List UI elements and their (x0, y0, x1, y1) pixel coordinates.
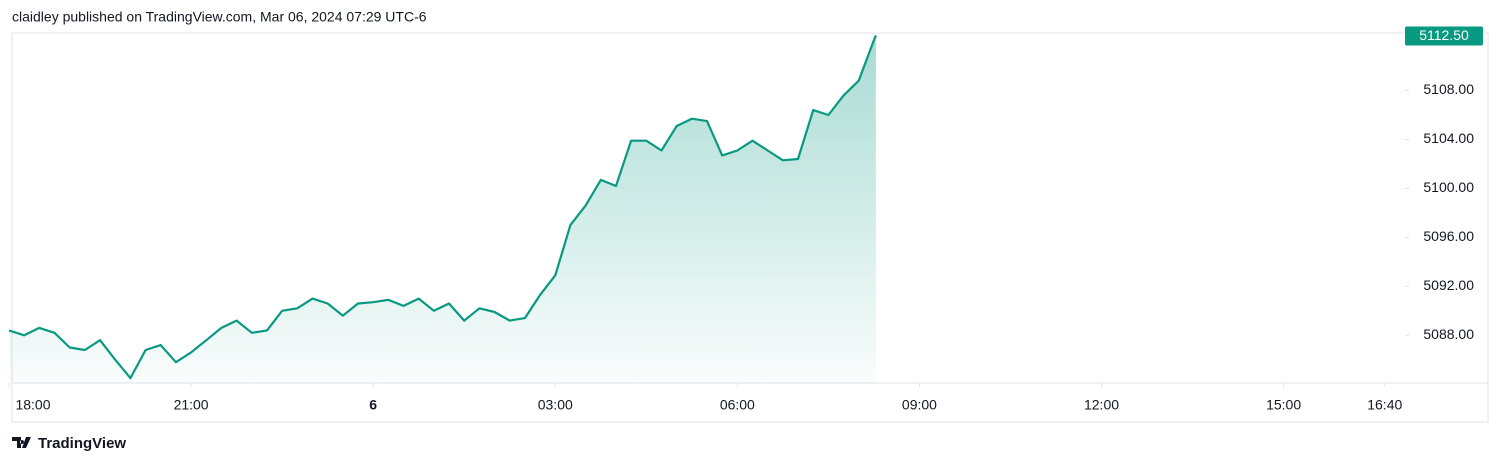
frame (11, 32, 1489, 423)
x-tick-label: 06:00 (720, 397, 755, 413)
last-price-badge (1405, 26, 1483, 46)
x-tick-label: 6 (369, 397, 377, 413)
y-tick-label: 5088.00 (1423, 326, 1474, 342)
brand: TradingView (38, 435, 126, 452)
price-line (8, 34, 877, 380)
x-tick-label: 03:00 (538, 397, 573, 413)
x-tick-label: 09:00 (902, 397, 937, 413)
x-tick-label: 21:00 (174, 397, 209, 413)
x-tick-label: 18:00 (15, 397, 50, 413)
y-tick-label: 5092.00 (1423, 277, 1474, 293)
last-price-label: 5112.50 (1419, 27, 1469, 43)
y-tick-label: 5096.00 (1423, 228, 1474, 244)
y-tick-label: 5108.00 (1423, 81, 1474, 97)
area-fill (9, 35, 876, 384)
logo (12, 437, 31, 448)
x-tick-label: 12:00 (1084, 397, 1119, 413)
x-tick-label: 15:00 (1266, 397, 1301, 413)
y-tick-label: 5100.00 (1423, 179, 1474, 195)
y-tick-label: 5104.00 (1423, 130, 1474, 146)
header: claidley published on TradingView.com, M… (12, 9, 427, 25)
x-tick-label: 16:40 (1367, 397, 1402, 413)
